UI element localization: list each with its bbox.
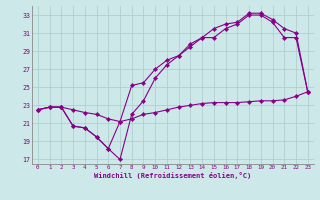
X-axis label: Windchill (Refroidissement éolien,°C): Windchill (Refroidissement éolien,°C) (94, 172, 252, 179)
